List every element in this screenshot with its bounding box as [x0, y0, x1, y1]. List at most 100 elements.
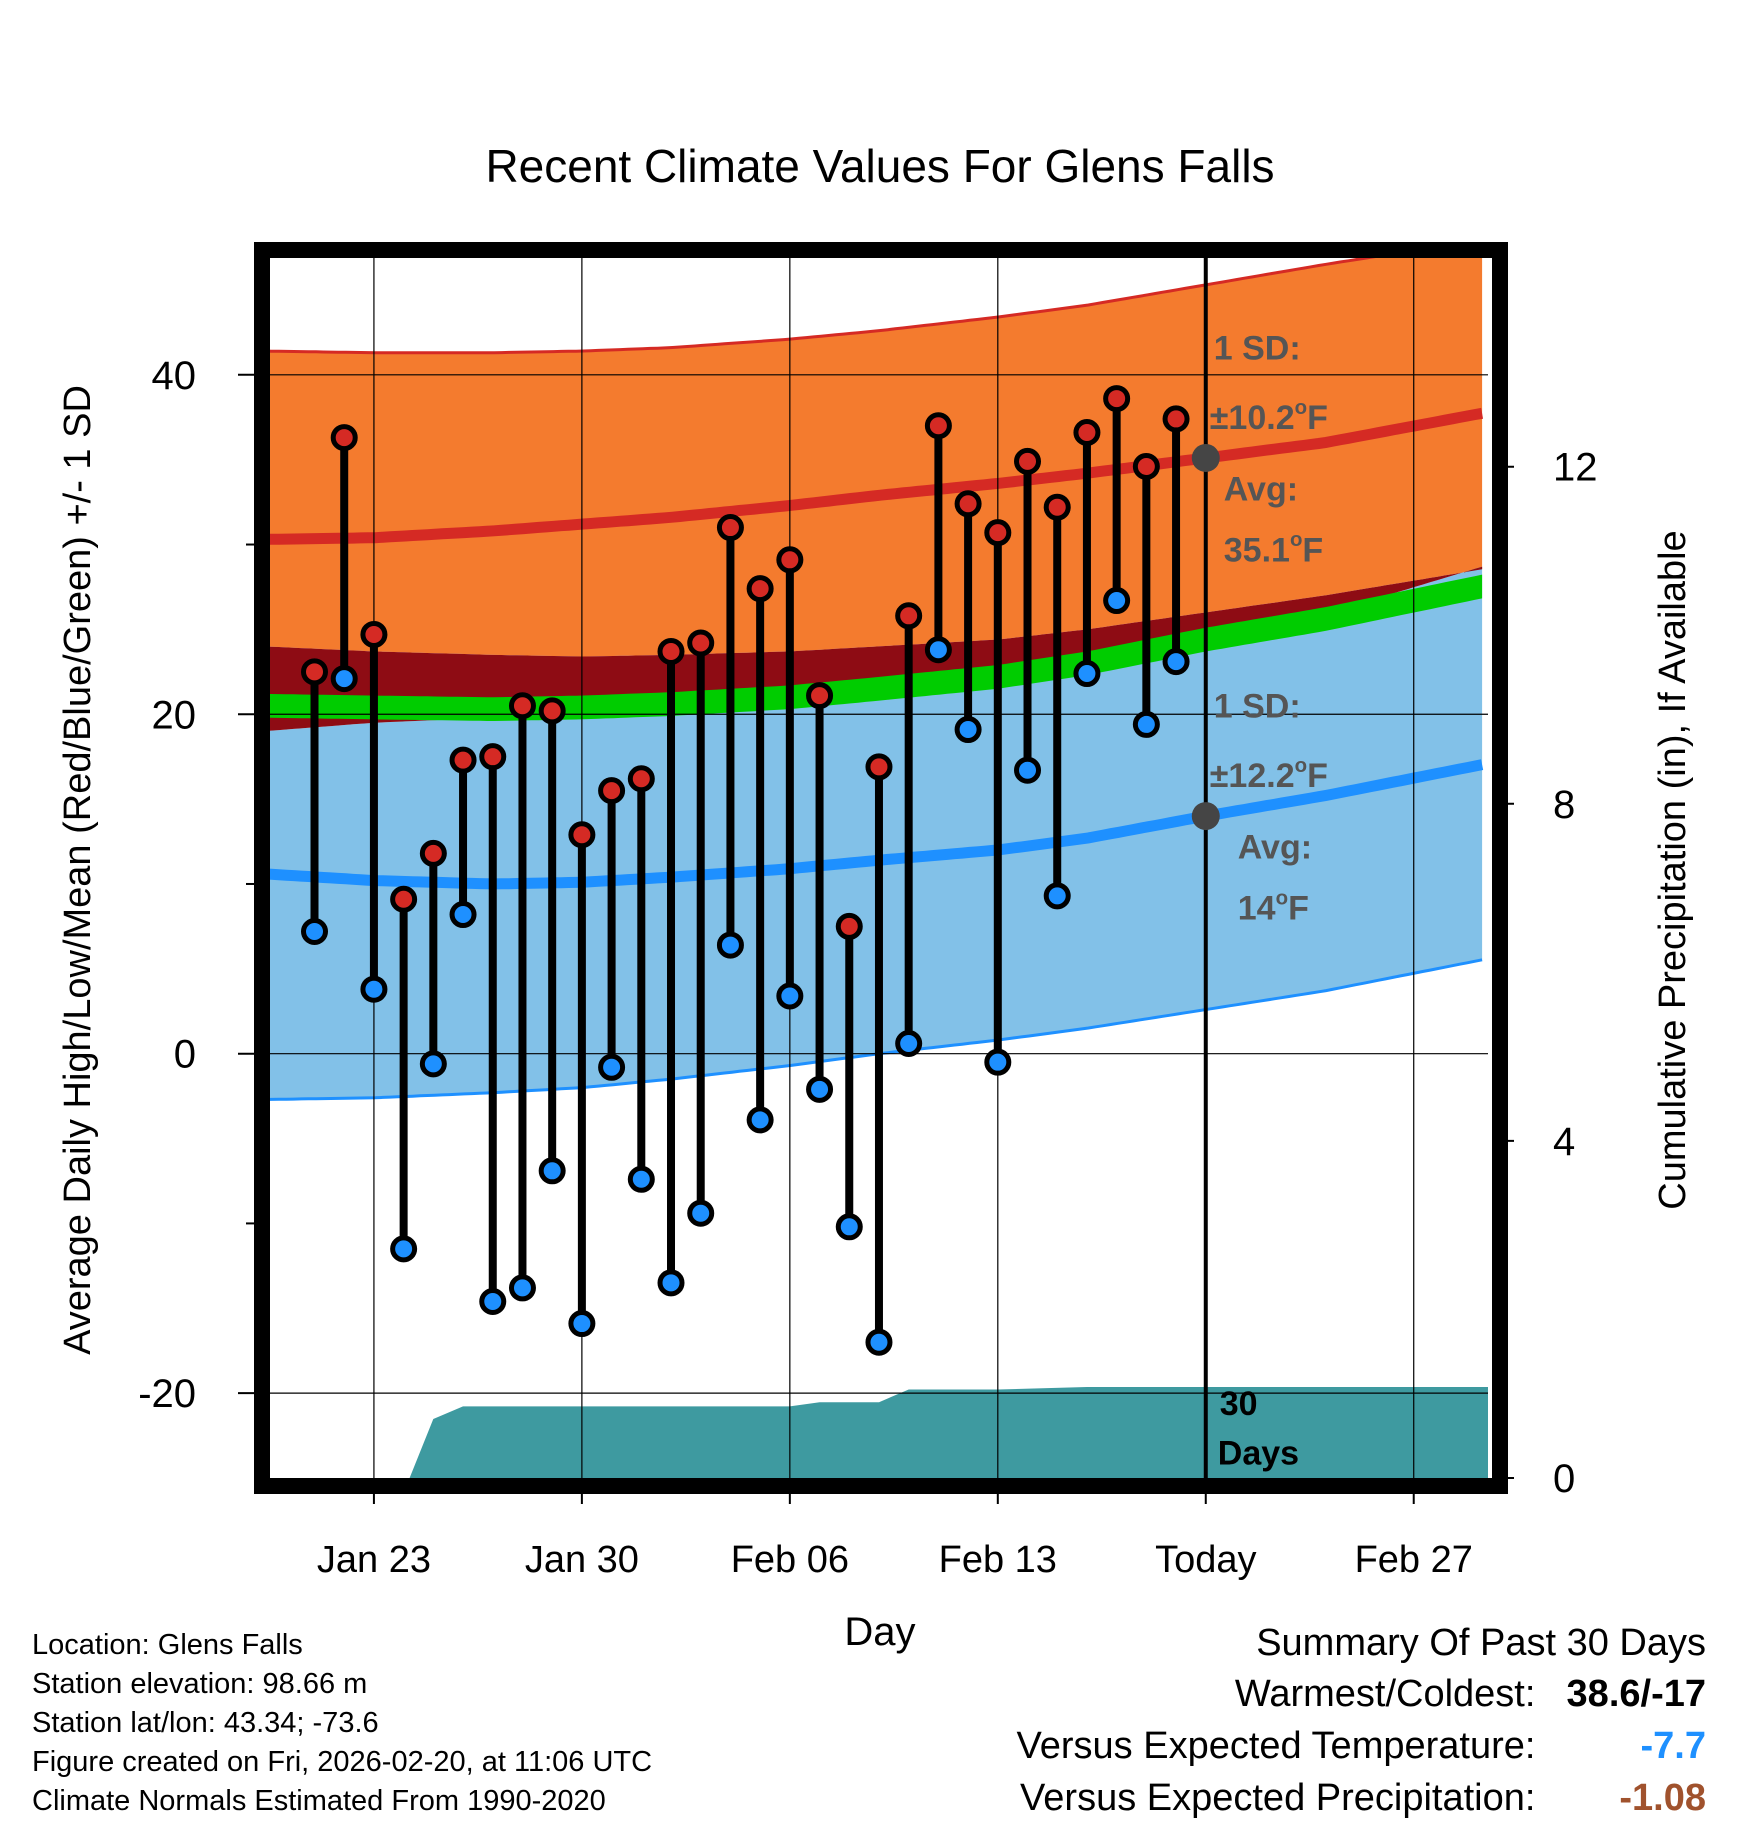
summary-warmest-row: Warmest/Coldest: 38.6/-17 — [1017, 1668, 1706, 1720]
y-axis-label-left: Average Daily High/Low/Mean (Red/Blue/Gr… — [57, 385, 99, 1355]
info-location: Location: Glens Falls — [32, 1629, 303, 1661]
obs-low-point — [1043, 882, 1071, 910]
days-word: Days — [1218, 1434, 1299, 1472]
obs-low-point — [360, 975, 388, 1003]
y-left-tick-label: 20 — [152, 693, 197, 737]
days-count: 30 — [1220, 1385, 1258, 1423]
info-elevation: Station elevation: 98.66 m — [32, 1668, 368, 1700]
obs-low-point — [954, 716, 982, 744]
obs-high-point — [449, 746, 477, 774]
obs-low-point — [449, 901, 477, 929]
precip-value: -1.08 — [1619, 1777, 1706, 1819]
y-left-tick-label: 0 — [174, 1033, 196, 1077]
obs-high-point — [598, 777, 626, 805]
today-high-avg-dot — [1191, 443, 1220, 472]
today-low-avg-dot — [1191, 802, 1220, 831]
x-tick-label: Feb 13 — [939, 1539, 1057, 1581]
y-right-tick-label: 12 — [1553, 446, 1598, 490]
info-normals: Climate Normals Estimated From 1990-2020 — [32, 1785, 606, 1817]
obs-high-point — [865, 753, 893, 781]
obs-low-point — [419, 1050, 447, 1078]
obs-low-point — [1103, 587, 1131, 615]
obs-low-point — [568, 1310, 596, 1338]
temp-label: Versus Expected Temperature: — [1016, 1725, 1536, 1767]
obs-low-point — [657, 1269, 685, 1297]
obs-low-point — [924, 636, 952, 664]
obs-low-point — [746, 1106, 774, 1134]
obs-high-point — [984, 519, 1012, 547]
obs-low-point — [776, 982, 804, 1010]
obs-low-point — [390, 1235, 418, 1263]
obs-high-point — [746, 575, 774, 603]
x-tick-label: Today — [1155, 1539, 1256, 1581]
mean-band — [264, 574, 1483, 721]
obs-high-point — [419, 839, 447, 867]
warmest-label: Warmest/Coldest: — [1234, 1673, 1536, 1715]
obs-high-point — [479, 743, 507, 771]
obs-low-point — [895, 1030, 923, 1058]
y-right-tick-label: 0 — [1553, 1457, 1575, 1501]
chart-title: Recent Climate Values For Glens Falls — [485, 140, 1274, 192]
obs-high-point — [1014, 447, 1042, 475]
obs-high-point — [806, 682, 834, 710]
obs-high-point — [1043, 493, 1071, 521]
high-upper-line — [264, 256, 1389, 355]
overlap-band — [264, 566, 1483, 732]
obs-low-point — [330, 665, 358, 693]
obs-high-point — [568, 821, 596, 849]
obs-low-point — [1014, 756, 1042, 784]
low-sd-value: ±12.2oF — [1210, 755, 1328, 795]
obs-high-point — [895, 602, 923, 630]
info-latlon: Station lat/lon: 43.34; -73.6 — [32, 1707, 379, 1739]
info-created: Figure created on Fri, 2026-02-20, at 11… — [32, 1746, 653, 1778]
obs-low-point — [598, 1053, 626, 1081]
low-sd-band — [264, 566, 1483, 1100]
low-avg-value: 14oF — [1238, 887, 1309, 927]
obs-low-point — [1162, 648, 1190, 676]
obs-low-point — [687, 1199, 715, 1227]
station-info: Location: Glens Falls Station elevation:… — [32, 1626, 652, 1821]
obs-high-point — [538, 697, 566, 725]
x-tick-label: Jan 23 — [317, 1539, 431, 1581]
obs-high-point — [954, 490, 982, 518]
obs-low-point — [1073, 660, 1101, 688]
obs-high-point — [924, 412, 952, 440]
obs-high-point — [390, 885, 418, 913]
obs-low-point — [301, 917, 329, 945]
high-avg-value: 35.1oF — [1224, 529, 1323, 569]
high-avg-line — [264, 407, 1484, 545]
x-tick-label: Feb 27 — [1355, 1539, 1473, 1581]
obs-high-point — [1162, 405, 1190, 433]
obs-low-point — [538, 1157, 566, 1185]
high-sd-value: ±10.2oF — [1210, 397, 1328, 437]
obs-high-point — [360, 620, 388, 648]
obs-low-point — [984, 1048, 1012, 1076]
summary-precip-row: Versus Expected Precipitation: -1.08 — [1017, 1772, 1706, 1824]
y-right-tick-label: 8 — [1553, 783, 1575, 827]
obs-high-point — [1073, 419, 1101, 447]
summary-title: Summary Of Past 30 Days — [1256, 1622, 1706, 1664]
obs-high-point — [716, 514, 744, 542]
x-axis-label: Day — [844, 1610, 915, 1654]
summary-temp-row: Versus Expected Temperature: -7.7 — [1017, 1720, 1706, 1772]
y-left-tick-label: -20 — [138, 1372, 196, 1416]
obs-high-point — [301, 658, 329, 686]
low-lower-line — [264, 958, 1483, 1101]
precip-area — [264, 1387, 1488, 1478]
y-right-tick-label: 4 — [1553, 1120, 1575, 1164]
obs-low-point — [479, 1287, 507, 1315]
plot-frame — [254, 242, 1508, 1494]
precip-label: Versus Expected Precipitation: — [1020, 1777, 1536, 1819]
obs-high-point — [687, 629, 715, 657]
obs-high-point — [627, 765, 655, 793]
low-avg-label: Avg: — [1238, 829, 1312, 867]
obs-low-point — [508, 1274, 536, 1302]
obs-low-point — [835, 1213, 863, 1241]
high-avg-label: Avg: — [1224, 470, 1298, 508]
high-sd-label: 1 SD: — [1214, 330, 1301, 368]
x-tick-label: Feb 06 — [731, 1539, 849, 1581]
obs-high-point — [1103, 385, 1131, 413]
obs-low-point — [865, 1328, 893, 1356]
temp-value: -7.7 — [1640, 1725, 1706, 1767]
obs-high-point — [657, 637, 685, 665]
